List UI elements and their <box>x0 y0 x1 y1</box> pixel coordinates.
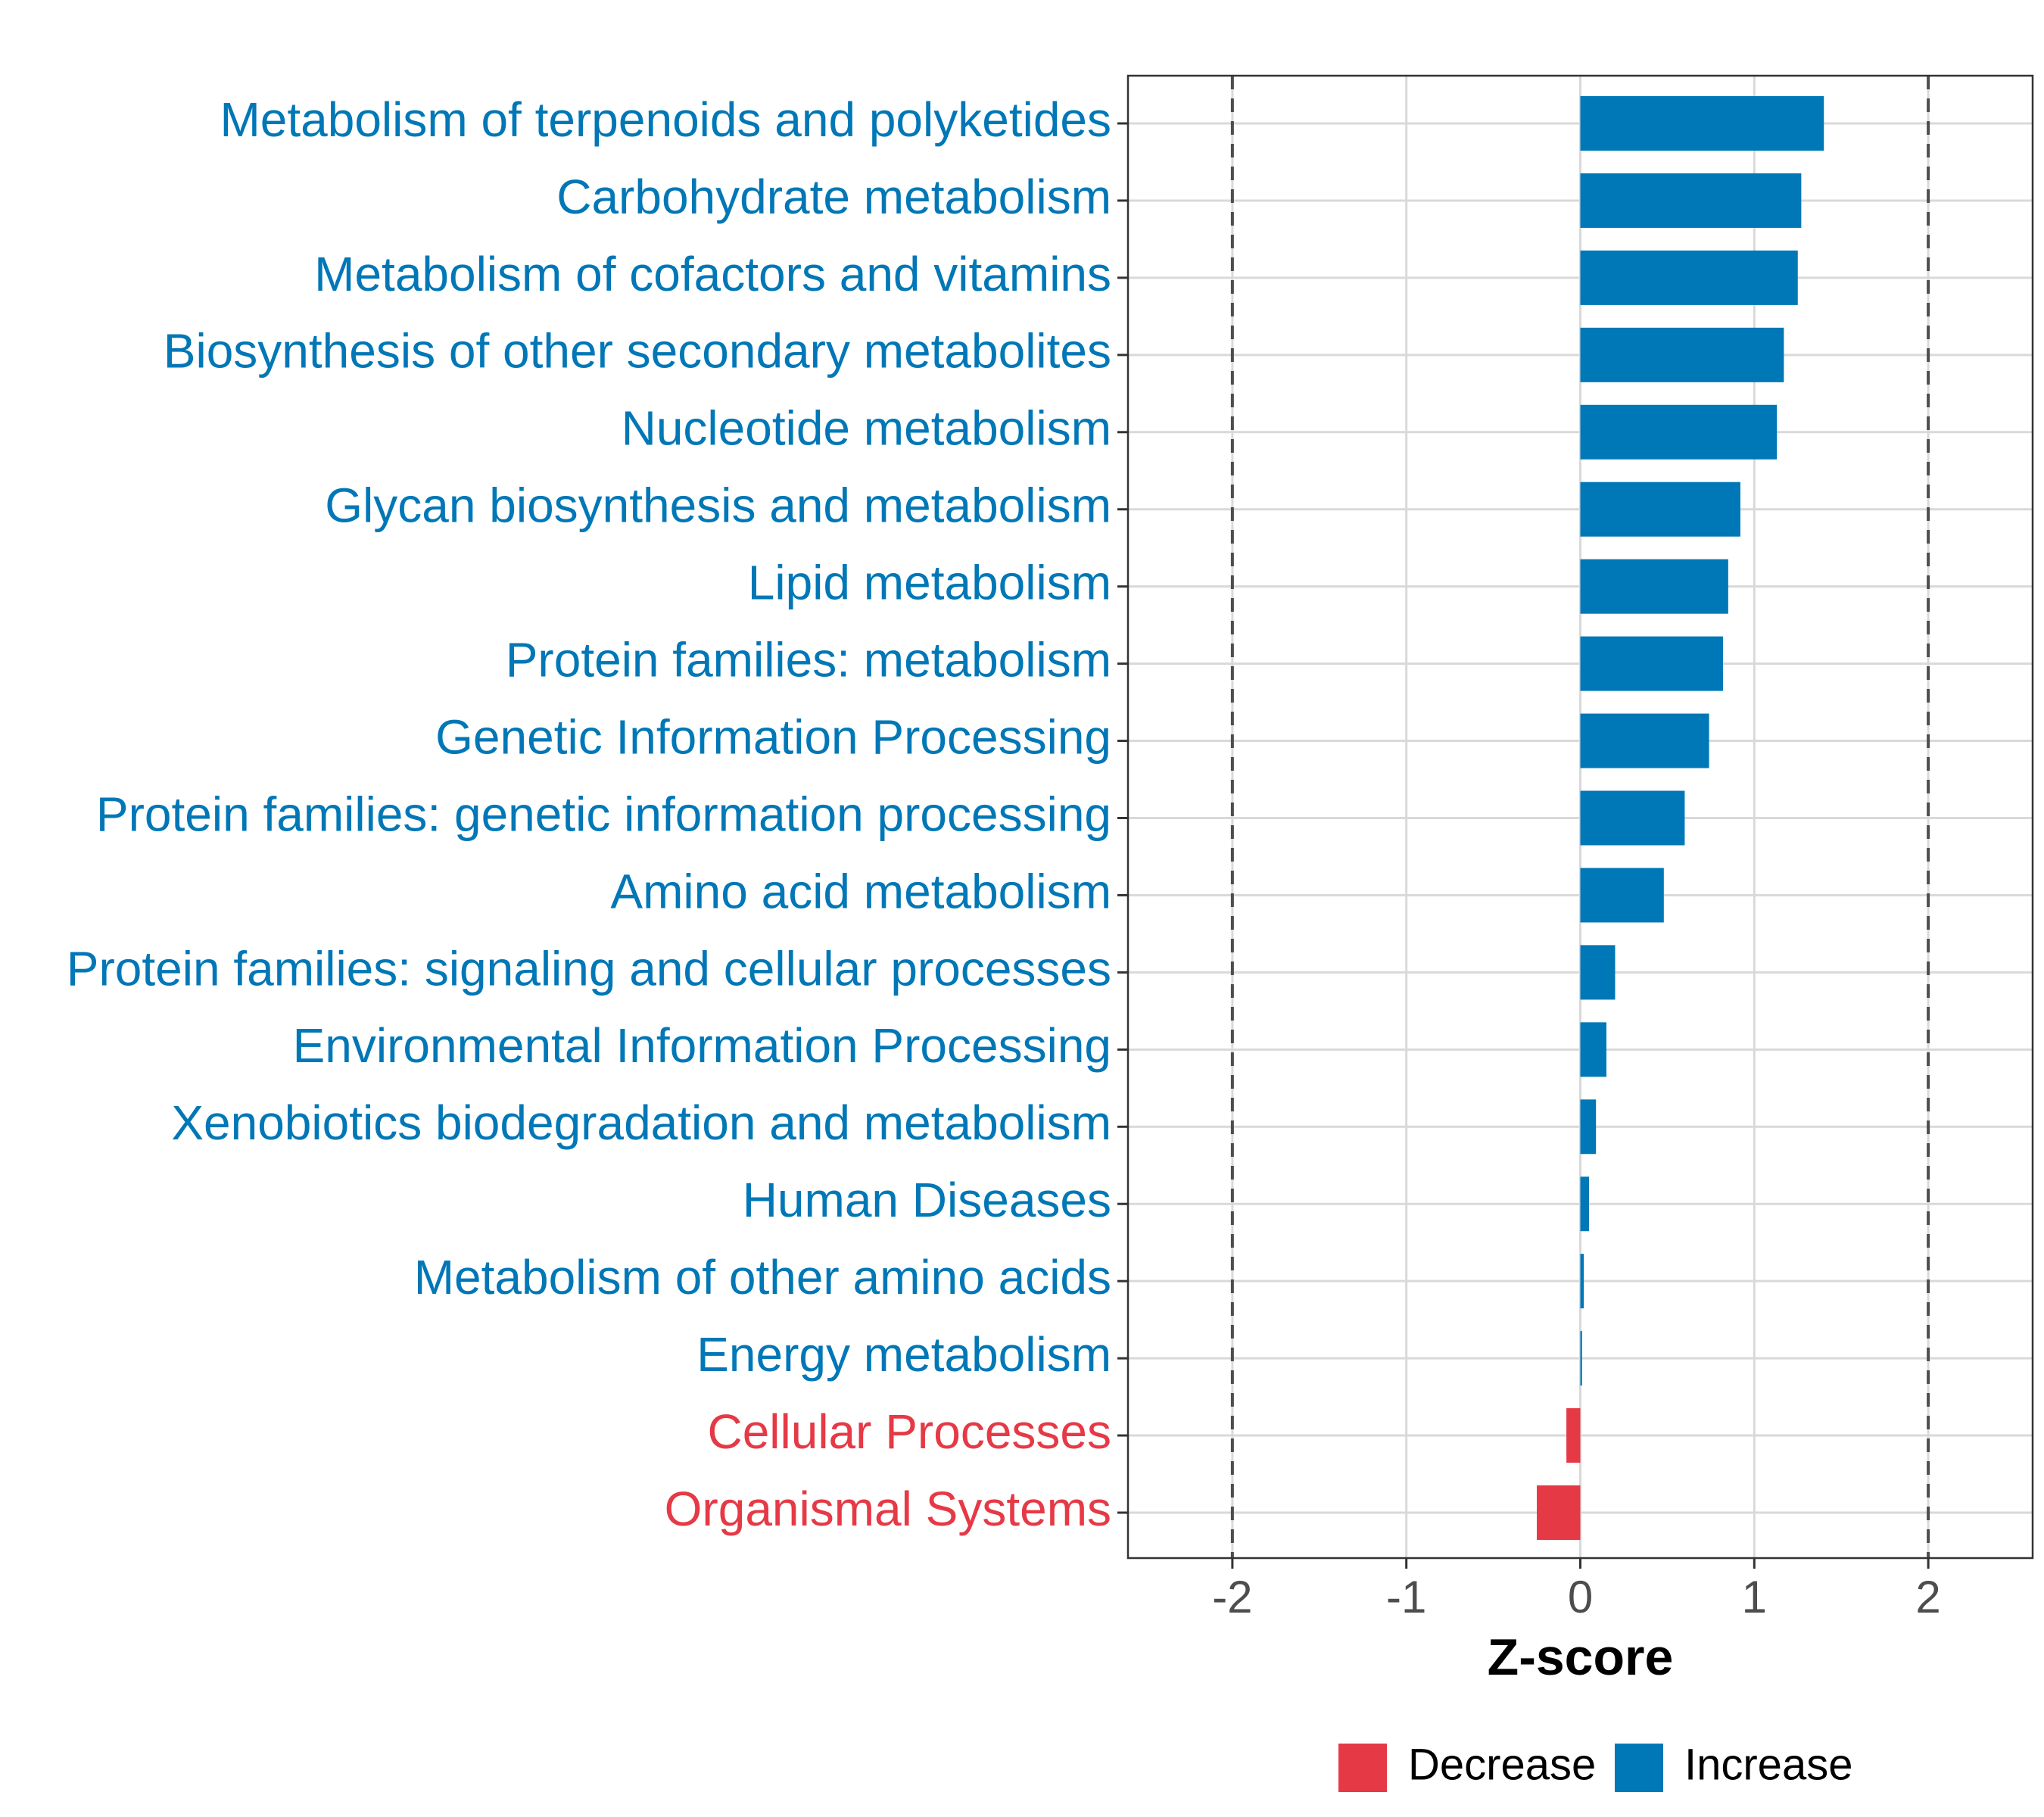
bar <box>1580 559 1728 614</box>
category-label: Genetic Information Processing <box>435 709 1111 764</box>
legend: Decrease Increase <box>1338 1740 1852 1792</box>
bar <box>1566 1408 1581 1463</box>
x-axis-ticks: -2 -1 0 1 2 <box>1212 1558 1941 1622</box>
category-label: Protein families: metabolism <box>506 633 1111 687</box>
category-label: Cellular Processes <box>707 1404 1111 1459</box>
bar <box>1580 173 1802 228</box>
bar <box>1537 1485 1581 1540</box>
bar <box>1580 713 1709 768</box>
x-tick-label: 2 <box>1915 1572 1940 1622</box>
bars-layer <box>1537 96 1824 1540</box>
bar <box>1580 250 1798 305</box>
legend-swatch <box>1338 1744 1387 1792</box>
category-label: Protein families: signaling and cellular… <box>67 941 1111 996</box>
legend-label: Increase <box>1684 1740 1852 1789</box>
category-label: Metabolism of cofactors and vitamins <box>314 247 1111 301</box>
category-label: Metabolism of other amino acids <box>414 1250 1111 1304</box>
category-label: Carbohydrate metabolism <box>556 170 1111 224</box>
bar <box>1580 1022 1606 1077</box>
x-tick-label: 1 <box>1742 1572 1767 1622</box>
bar <box>1580 1254 1584 1309</box>
category-label: Lipid metabolism <box>748 556 1111 610</box>
bar <box>1580 404 1778 460</box>
x-tick-label: -1 <box>1386 1572 1426 1622</box>
reference-lines-layer <box>1230 76 1930 1558</box>
x-axis-title: Z-score <box>1488 1628 1674 1686</box>
category-label: Biosynthesis of other secondary metaboli… <box>164 324 1111 379</box>
category-label: Environmental Information Processing <box>293 1018 1111 1073</box>
category-label: Energy metabolism <box>696 1327 1111 1382</box>
bar <box>1580 482 1740 537</box>
bar <box>1580 96 1824 151</box>
category-label: Glycan biosynthesis and metabolism <box>325 478 1111 533</box>
category-label: Protein families: genetic information pr… <box>96 787 1111 841</box>
category-label: Organismal Systems <box>665 1482 1111 1536</box>
bar <box>1580 1331 1582 1386</box>
category-label: Amino acid metabolism <box>610 864 1111 918</box>
bar <box>1580 790 1685 846</box>
category-label: Human Diseases <box>743 1173 1111 1227</box>
legend-label: Decrease <box>1408 1740 1596 1789</box>
bar <box>1580 945 1616 1000</box>
x-tick-label: 0 <box>1568 1572 1593 1622</box>
bar <box>1580 1177 1589 1232</box>
category-labels: Metabolism of terpenoids and polyketides… <box>67 92 1128 1536</box>
bar <box>1580 1099 1597 1155</box>
legend-swatch <box>1615 1744 1663 1792</box>
x-tick-label: -2 <box>1212 1572 1252 1622</box>
category-label: Nucleotide metabolism <box>622 401 1111 456</box>
bar <box>1580 868 1664 923</box>
bar <box>1580 636 1723 691</box>
category-label: Metabolism of terpenoids and polyketides <box>220 92 1111 147</box>
category-label: Xenobiotics biodegradation and metabolis… <box>171 1095 1111 1150</box>
bar <box>1580 327 1784 382</box>
